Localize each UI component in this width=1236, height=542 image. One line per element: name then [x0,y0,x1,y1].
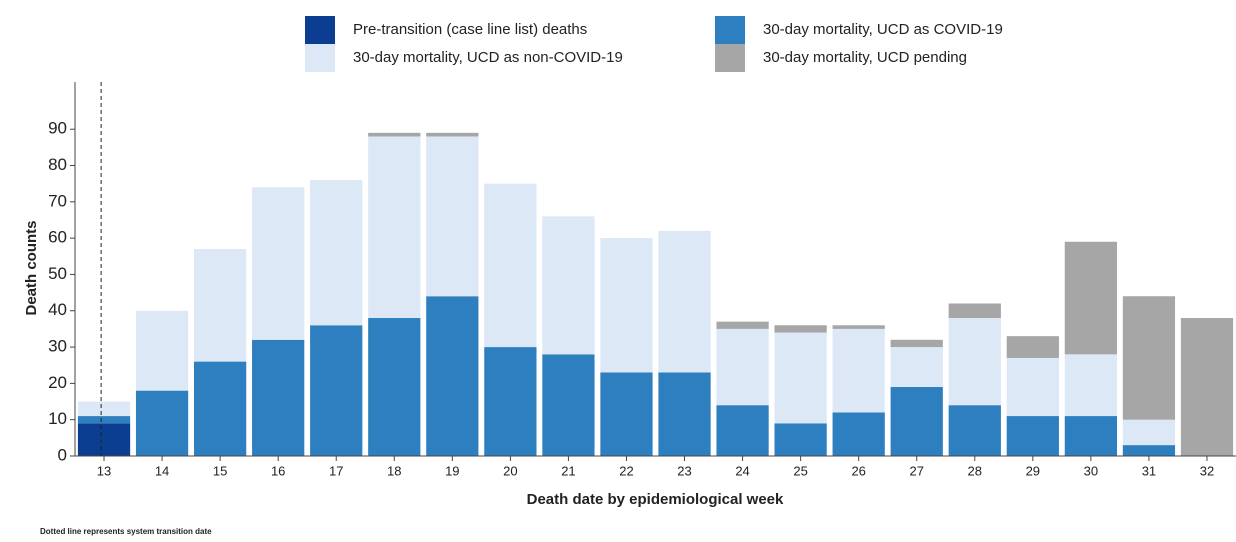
bar-segment [426,132,479,137]
x-tick-label: 28 [968,463,982,478]
x-tick-label: 24 [735,463,749,478]
y-tick-label: 90 [48,119,67,138]
bar-segment [716,328,769,406]
bar-segment [368,132,421,137]
x-tick-label: 23 [677,463,691,478]
x-tick-label: 14 [155,463,169,478]
legend-label: Pre-transition (case line list) deaths [353,21,587,38]
bar-segment [774,332,827,424]
x-tick-label: 13 [97,463,111,478]
bar-segment [890,347,943,388]
bar-segment [1006,357,1059,417]
y-tick-label: 40 [48,300,67,319]
bar-segment [77,423,131,456]
y-axis-label: Death counts [23,220,40,315]
legend-swatch [715,16,745,44]
x-tick-label: 18 [387,463,401,478]
bar-segment [252,187,305,340]
y-tick-label: 20 [48,373,67,392]
x-tick-label: 29 [1026,463,1040,478]
x-tick-label: 27 [909,463,923,478]
bar-segment [426,136,479,297]
x-tick-label: 17 [329,463,343,478]
bar-segment [484,347,537,456]
bar-segment [658,230,711,373]
y-tick-label: 50 [48,264,67,283]
footnote: Dotted line represents system transition… [40,527,212,536]
bar-segment [77,401,131,417]
bar-segment [135,390,189,456]
x-tick-label: 20 [503,463,517,478]
bar-segment [716,405,769,456]
y-tick-label: 80 [48,155,67,174]
bar-segment [774,423,827,456]
bar-segment [542,354,595,456]
bar-segment [1122,419,1176,446]
bar-segment [77,416,131,424]
bar-segment [1122,445,1176,456]
bar-segment [774,325,827,333]
bar-segment [890,339,943,348]
bar-segment [890,387,943,456]
bar-segment [832,412,885,456]
bar-segment [194,249,247,362]
x-axis-label: Death date by epidemiological week [527,491,784,508]
bar-segment [252,339,305,456]
x-tick-label: 16 [271,463,285,478]
bar-segment [948,303,1001,319]
y-tick-label: 60 [48,228,67,247]
legend-label: 30-day mortality, UCD as non-COVID-19 [353,49,623,66]
bar-segment [310,325,363,456]
x-tick-label: 19 [445,463,459,478]
x-tick-label: 30 [1084,463,1098,478]
x-tick-label: 15 [213,463,227,478]
y-tick-label: 0 [58,445,67,464]
bar-segment [135,310,189,391]
bar-segment [832,328,885,413]
legend-label: 30-day mortality, UCD pending [763,49,967,66]
bar-segment [310,180,363,326]
bar-segment [1064,354,1117,417]
y-tick-label: 70 [48,191,67,210]
bar-segment [194,361,247,456]
bar-segment [1180,318,1234,456]
bar-segment [1006,336,1059,358]
bar-segment [832,325,885,329]
bar-segment [948,405,1001,456]
y-tick-label: 10 [48,409,67,428]
bar-segment [1122,296,1176,420]
x-tick-label: 26 [851,463,865,478]
x-tick-label: 25 [793,463,807,478]
x-tick-label: 32 [1200,463,1214,478]
bar-segment [368,136,421,319]
bar-segment [1064,416,1117,456]
legend-swatch [305,44,335,72]
bar-segment [1064,241,1117,355]
bar-segment [1006,416,1059,456]
bar-segment [600,238,653,373]
legend-swatch [715,44,745,72]
legend-label: 30-day mortality, UCD as COVID-19 [763,21,1003,38]
y-tick-label: 30 [48,337,67,356]
legend-swatch [305,16,335,44]
x-tick-label: 31 [1142,463,1156,478]
bar-segment [948,318,1001,406]
bar-segment [542,216,595,355]
bar-segment [658,372,711,456]
bar-segment [426,296,479,456]
bar-segment [484,183,537,348]
x-tick-label: 21 [561,463,575,478]
bar-segment [600,372,653,456]
bar-segment [716,321,769,329]
x-tick-label: 22 [619,463,633,478]
bar-segment [368,318,421,456]
